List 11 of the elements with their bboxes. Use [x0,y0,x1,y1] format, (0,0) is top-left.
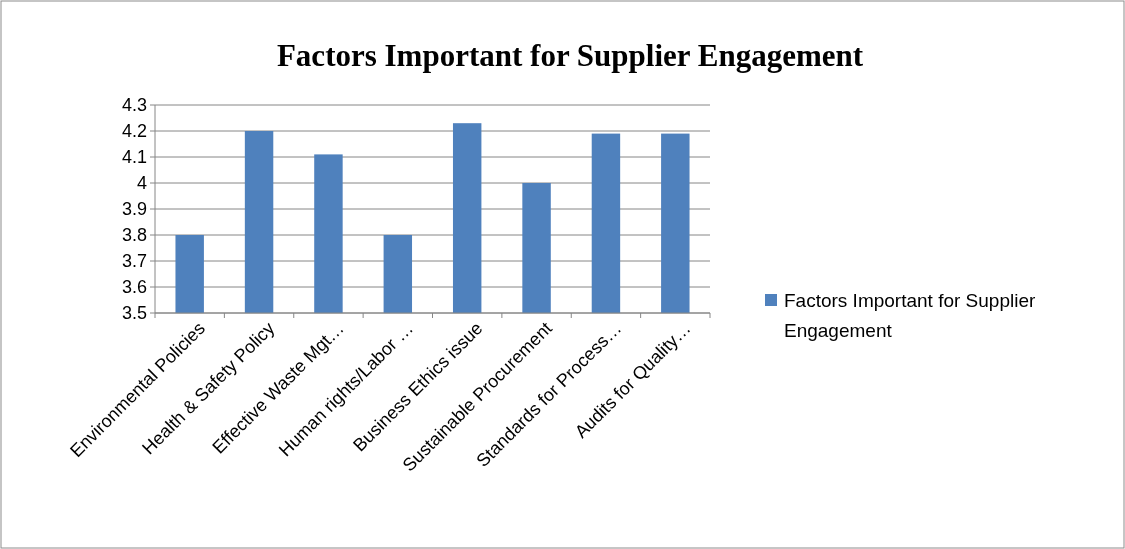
chart-title: Factors Important for Supplier Engagement [276,38,864,73]
y-tick-label: 4 [136,173,147,194]
y-tick-label: 3.9 [121,199,147,220]
y-tick-label: 4.2 [121,121,147,142]
legend-label: Factors Important for Supplier Engagement [784,289,1036,341]
y-tick-label: 3.5 [121,303,147,324]
y-tick-label: 3.7 [121,251,147,272]
y-tick-label: 3.8 [121,225,147,246]
y-tick-label: 3.6 [121,277,147,298]
y-tick-label: 4.1 [121,147,147,168]
y-tick-label: 4.3 [121,95,147,116]
